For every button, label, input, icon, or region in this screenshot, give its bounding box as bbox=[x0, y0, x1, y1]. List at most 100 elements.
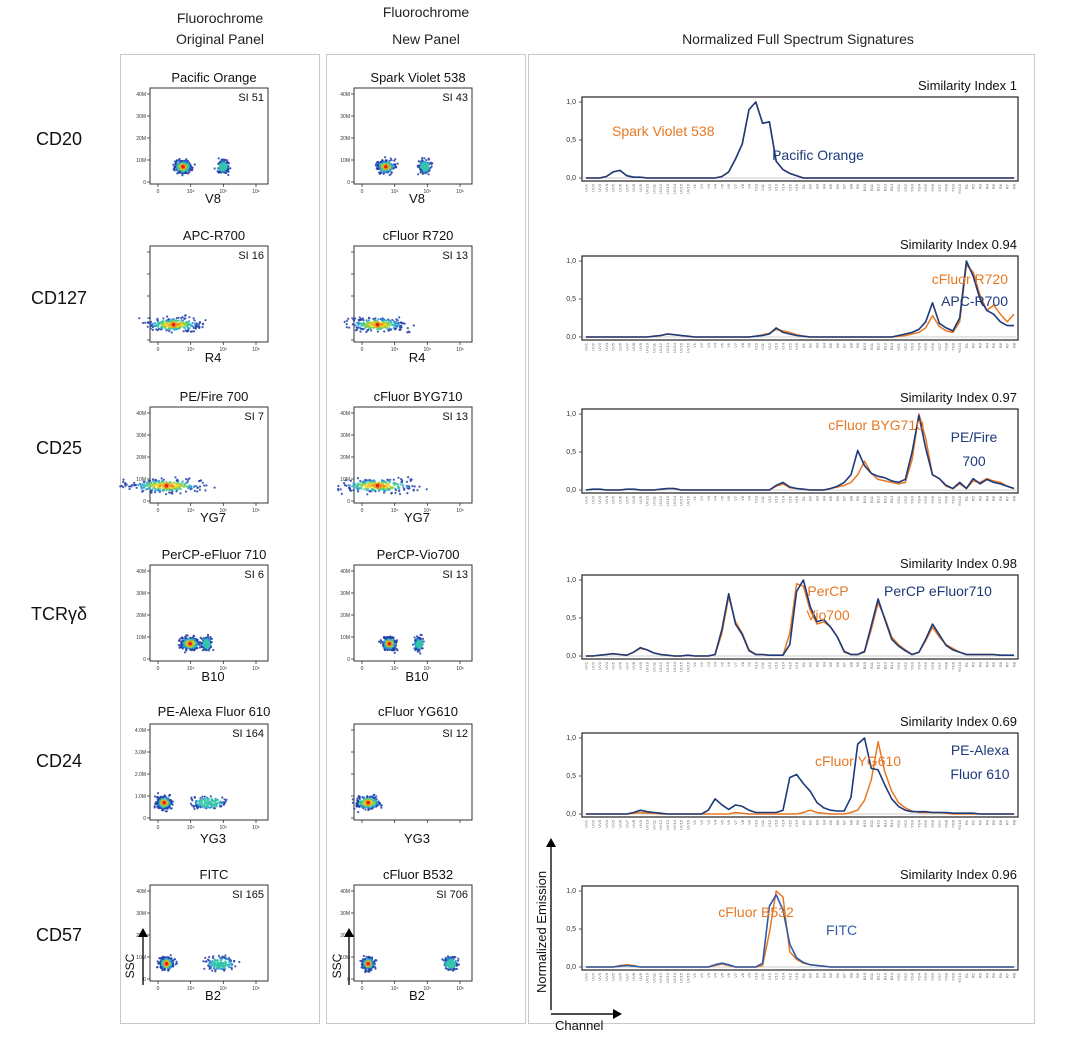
channel-axis-label: YG7 bbox=[200, 510, 226, 525]
density-dot bbox=[399, 483, 402, 486]
density-dot bbox=[383, 646, 387, 649]
density-dot bbox=[344, 479, 347, 482]
channel-tick-label: V10 bbox=[753, 183, 758, 191]
density-dot bbox=[224, 800, 227, 803]
density-dot bbox=[179, 637, 182, 640]
channel-arrow-head bbox=[613, 1009, 622, 1019]
density-dot bbox=[366, 484, 369, 487]
density-dot bbox=[167, 803, 170, 806]
density-dot bbox=[419, 633, 422, 637]
density-dot bbox=[196, 324, 199, 327]
channel-tick-label: R6 bbox=[998, 183, 1003, 189]
channel-tick-label: B8 bbox=[848, 342, 853, 348]
channel-tick-label: UV8 bbox=[631, 342, 636, 351]
channel-tick-label: UV2 bbox=[590, 661, 595, 670]
channel-tick-label: B12 bbox=[876, 342, 881, 350]
density-dot bbox=[367, 316, 370, 319]
original-panel-box bbox=[120, 54, 320, 1024]
spectrum-y-tick-label: 0,5 bbox=[566, 137, 576, 144]
density-dot bbox=[181, 159, 184, 162]
marker-label-cd127: CD127 bbox=[30, 288, 88, 308]
density-dot bbox=[184, 317, 187, 320]
channel-tick-label: YG6 bbox=[930, 183, 935, 192]
density-dot bbox=[156, 324, 159, 327]
spectrum-y-tick-label: 1,0 bbox=[566, 99, 576, 106]
spectra-panel-box bbox=[528, 54, 1035, 1024]
channel-tick-label: V16 bbox=[794, 342, 799, 350]
channel-tick-label: B12 bbox=[876, 183, 881, 191]
density-dot bbox=[414, 648, 417, 652]
y-tick-label: 0 bbox=[143, 180, 146, 186]
density-dot bbox=[198, 480, 201, 483]
channel-axis-label: YG3 bbox=[404, 831, 430, 846]
density-dot bbox=[171, 327, 174, 330]
density-dot bbox=[153, 322, 157, 325]
channel-tick-label: B12 bbox=[876, 495, 881, 503]
density-dot bbox=[360, 963, 363, 966]
density-dot bbox=[385, 170, 388, 173]
density-dot bbox=[192, 646, 195, 649]
density-dot bbox=[444, 965, 447, 968]
density-dot bbox=[418, 640, 421, 643]
y-tick-label: 20M bbox=[136, 455, 146, 461]
similarity-index-title: Similarity Index 0.94 bbox=[900, 237, 1017, 252]
density-dot bbox=[220, 965, 224, 968]
density-dot bbox=[201, 795, 204, 798]
header-spectra: Normalized Full Spectrum Signatures bbox=[682, 31, 914, 47]
series-label: PE-Alexa bbox=[951, 742, 1010, 758]
x-tick-label: 0 bbox=[361, 508, 364, 514]
density-dot bbox=[447, 958, 450, 961]
channel-tick-label: UV3 bbox=[597, 495, 602, 504]
channel-tick-label: UV2 bbox=[590, 183, 595, 192]
channel-tick-label: V6 bbox=[726, 972, 731, 978]
channel-tick-label: B14 bbox=[889, 183, 894, 191]
spectrum-y-tick-label: 1,0 bbox=[566, 258, 576, 265]
density-dot bbox=[355, 328, 359, 331]
density-dot bbox=[188, 638, 191, 641]
channel-tick-label: R5 bbox=[991, 342, 996, 348]
density-dot bbox=[191, 799, 194, 802]
channel-tick-label: YG9 bbox=[950, 972, 955, 981]
channel-tick-label: UV4 bbox=[604, 819, 609, 828]
x-tick-label: 10⁶ bbox=[252, 347, 260, 353]
density-dot bbox=[183, 485, 186, 488]
density-dot bbox=[193, 319, 196, 322]
density-dot bbox=[381, 159, 384, 162]
density-dot bbox=[421, 170, 424, 174]
density-dot bbox=[222, 163, 225, 166]
channel-tick-label: R2 bbox=[971, 342, 976, 348]
x-tick-label: 0 bbox=[157, 189, 160, 195]
channel-tick-label: V2 bbox=[699, 183, 704, 189]
density-dot bbox=[347, 317, 350, 320]
series-label: cFluor BYG710 bbox=[828, 417, 924, 433]
density-dot bbox=[191, 321, 194, 325]
density-dot bbox=[380, 806, 383, 809]
channel-tick-label: R6 bbox=[998, 661, 1003, 667]
channel-tick-label: V13 bbox=[774, 819, 779, 827]
density-dot bbox=[175, 960, 178, 963]
channel-tick-label: R7 bbox=[1005, 342, 1010, 348]
density-dot bbox=[415, 645, 418, 649]
channel-tick-label: B10 bbox=[862, 342, 867, 350]
x-tick-label: 10⁶ bbox=[456, 666, 464, 672]
density-dot bbox=[419, 169, 422, 172]
channel-tick-label: V3 bbox=[706, 495, 711, 501]
spectrum-y-tick-label: 0,5 bbox=[566, 615, 576, 622]
density-core-center bbox=[375, 322, 380, 327]
density-dot bbox=[213, 959, 217, 962]
density-dot bbox=[368, 490, 371, 493]
channel-tick-label: B14 bbox=[889, 972, 894, 980]
density-dot bbox=[365, 955, 368, 959]
density-dot bbox=[413, 485, 416, 488]
channel-tick-label: UV5 bbox=[611, 342, 616, 351]
channel-tick-label: B9 bbox=[855, 495, 860, 501]
density-dot bbox=[193, 807, 196, 811]
density-dot bbox=[165, 493, 168, 496]
density-dot bbox=[128, 487, 131, 491]
density-dot bbox=[396, 319, 399, 322]
density-dot bbox=[364, 969, 367, 972]
channel-tick-label: B9 bbox=[855, 972, 860, 978]
density-dot bbox=[177, 168, 180, 171]
channel-tick-label: V10 bbox=[753, 972, 758, 980]
density-dot bbox=[447, 961, 450, 964]
